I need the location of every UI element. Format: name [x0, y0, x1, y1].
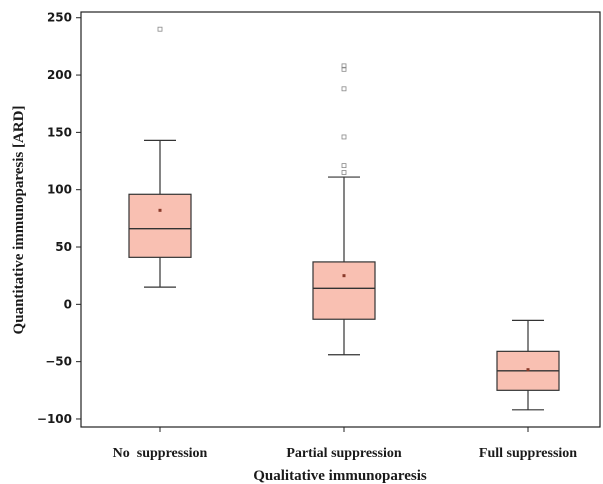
- outlier-point: [341, 86, 347, 92]
- plot-frame: [80, 11, 601, 428]
- iqr-box: [128, 193, 192, 258]
- y-tick-label: 200: [47, 68, 72, 82]
- box-group: [496, 319, 560, 411]
- x-axis: No suppression Partial suppression Full su…: [113, 427, 577, 461]
- mean-marker: [526, 368, 530, 372]
- iqr-box: [312, 261, 376, 320]
- y-tick-label: 50: [55, 240, 72, 254]
- y-tick-label: −100: [37, 412, 72, 426]
- box-group: [312, 63, 376, 356]
- boxes-layer: [128, 26, 560, 411]
- outlier-point: [157, 26, 163, 32]
- y-axis: 250 200 150 100 50 0 −50 −100: [37, 11, 81, 426]
- y-tick-label: −50: [45, 355, 72, 369]
- outlier-point: [341, 163, 347, 169]
- y-axis-title: Quantitative immunoparesis [ARD]: [11, 106, 27, 335]
- mean-marker: [158, 208, 162, 212]
- x-tick-label: No suppression: [113, 446, 208, 461]
- y-tick-label: 250: [47, 11, 72, 25]
- box-group: [128, 26, 192, 288]
- y-tick-label: 0: [64, 297, 72, 311]
- y-tick-label: 100: [47, 183, 72, 197]
- outlier-point: [341, 63, 347, 69]
- mean-marker: [342, 274, 346, 278]
- x-axis-title: Qualitative immunoparesis: [253, 468, 427, 484]
- x-tick-label: Partial suppression: [286, 446, 401, 461]
- x-tick-label: Full suppression: [479, 446, 577, 461]
- outlier-point: [341, 66, 347, 72]
- y-tick-label: 150: [47, 125, 72, 139]
- outlier-point: [341, 134, 347, 140]
- outlier-point: [341, 170, 347, 175]
